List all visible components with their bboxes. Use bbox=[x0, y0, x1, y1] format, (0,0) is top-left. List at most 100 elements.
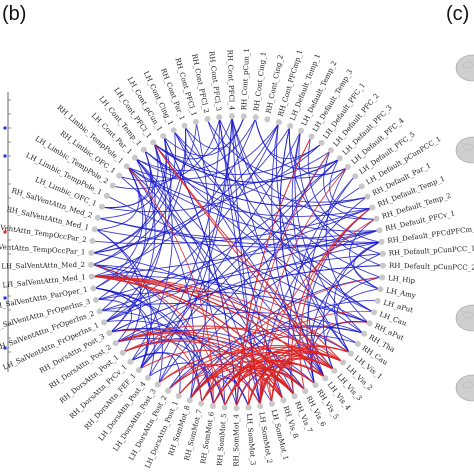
chord-link bbox=[93, 275, 295, 395]
chord-link bbox=[101, 167, 147, 312]
chord-link bbox=[93, 275, 368, 323]
chord-node bbox=[91, 226, 98, 233]
chord-node bbox=[374, 297, 381, 304]
chord-node bbox=[112, 340, 119, 347]
chord-node bbox=[331, 367, 338, 374]
chord-node bbox=[336, 155, 343, 162]
chord-link bbox=[212, 359, 325, 405]
chord-link bbox=[97, 299, 133, 343]
chord-node bbox=[280, 397, 287, 404]
chord-link bbox=[92, 127, 186, 266]
chord-node bbox=[127, 358, 134, 365]
brain-gyrus-shape bbox=[462, 143, 474, 151]
chord-link bbox=[307, 177, 354, 377]
chord-link bbox=[111, 265, 382, 333]
chord-node bbox=[257, 403, 264, 410]
chord-link bbox=[158, 186, 361, 384]
chord-link bbox=[259, 168, 347, 405]
chord-node bbox=[94, 214, 101, 221]
chord-node bbox=[204, 116, 211, 122]
chord-link bbox=[174, 131, 379, 290]
panel-a-marker bbox=[3, 346, 7, 350]
chord-node-label: RH_SomMot_6 bbox=[199, 411, 216, 465]
chord-link bbox=[95, 287, 149, 369]
brain-gyrus-shape bbox=[462, 381, 474, 389]
chord-link bbox=[92, 264, 226, 406]
chord-link bbox=[127, 167, 214, 405]
chord-link bbox=[136, 151, 330, 186]
chord-node bbox=[373, 215, 380, 222]
chord-node bbox=[98, 203, 105, 210]
chord-node bbox=[101, 319, 108, 326]
chord-node bbox=[347, 350, 354, 357]
chord-node bbox=[135, 367, 142, 374]
chord-node bbox=[354, 340, 361, 347]
chord-link bbox=[96, 229, 152, 369]
chord-node bbox=[106, 330, 113, 336]
chord-link bbox=[290, 207, 371, 395]
chord-node-label: RH_Cont_pCun_1 bbox=[240, 48, 251, 110]
chord-link bbox=[154, 143, 321, 176]
chord-node bbox=[371, 309, 378, 316]
chord-node bbox=[275, 119, 282, 126]
chord-node-label: LH_Hip bbox=[388, 274, 416, 285]
brain-rendering bbox=[455, 374, 474, 402]
chord-link bbox=[117, 332, 295, 395]
chord-node bbox=[298, 127, 305, 134]
chord-node bbox=[221, 404, 228, 411]
chord-node bbox=[302, 388, 309, 395]
chord-link bbox=[101, 310, 214, 405]
chord-link bbox=[219, 119, 261, 405]
chord-link bbox=[94, 207, 371, 245]
chord-link bbox=[93, 137, 168, 254]
chord-link bbox=[128, 167, 371, 217]
chord-node bbox=[380, 262, 386, 269]
chord-node bbox=[352, 173, 359, 180]
chord-node bbox=[140, 146, 147, 153]
chord-node bbox=[150, 139, 157, 146]
chord-node-label: RH_SomMot_5 bbox=[216, 413, 228, 466]
chord-node bbox=[88, 273, 95, 280]
chord-link bbox=[190, 276, 381, 399]
chord-link bbox=[207, 120, 347, 179]
chord-node bbox=[119, 349, 126, 356]
chord-node bbox=[377, 286, 384, 293]
chord-node bbox=[322, 375, 329, 382]
chord-node bbox=[318, 139, 325, 146]
chord-link bbox=[97, 207, 371, 300]
chord-link bbox=[353, 241, 380, 290]
chord-link bbox=[298, 132, 382, 267]
panel-c-brain-renderings bbox=[455, 54, 474, 402]
chord-node bbox=[170, 127, 177, 134]
chord-node bbox=[216, 114, 223, 121]
chord-node-label: RH_Cont_PFCl_4 bbox=[226, 50, 236, 111]
chord-link bbox=[114, 123, 197, 190]
chord-link bbox=[105, 159, 339, 323]
chord-node bbox=[93, 297, 99, 303]
brain-rendering bbox=[455, 304, 474, 332]
chord-node-label: RH_Default_pCunPCC_1 bbox=[389, 245, 474, 258]
chord-link bbox=[247, 151, 330, 406]
chord-link bbox=[101, 253, 381, 312]
chord-link bbox=[103, 151, 152, 209]
chord-link bbox=[231, 118, 261, 405]
chord-link bbox=[154, 143, 339, 183]
brain-rendering bbox=[455, 136, 474, 164]
chord-link bbox=[144, 150, 366, 207]
chord-node bbox=[175, 392, 182, 399]
chord-node-label: RH_Default_pCunPCC_2 bbox=[389, 262, 474, 272]
chord-nodes bbox=[88, 113, 386, 411]
chord-link bbox=[93, 275, 342, 362]
chord-link bbox=[93, 123, 279, 254]
panel-label-b: (b) bbox=[2, 3, 26, 25]
chord-link bbox=[299, 207, 371, 390]
chord-node bbox=[165, 387, 171, 394]
chord-link bbox=[163, 137, 238, 407]
chord-link bbox=[231, 117, 381, 278]
chord-node bbox=[89, 238, 96, 244]
chord-node-label: RH_SomMot_4 bbox=[232, 413, 240, 466]
chord-node bbox=[88, 261, 94, 268]
chord-link bbox=[294, 132, 363, 334]
chord-node bbox=[358, 183, 365, 190]
chord-link bbox=[265, 380, 272, 402]
